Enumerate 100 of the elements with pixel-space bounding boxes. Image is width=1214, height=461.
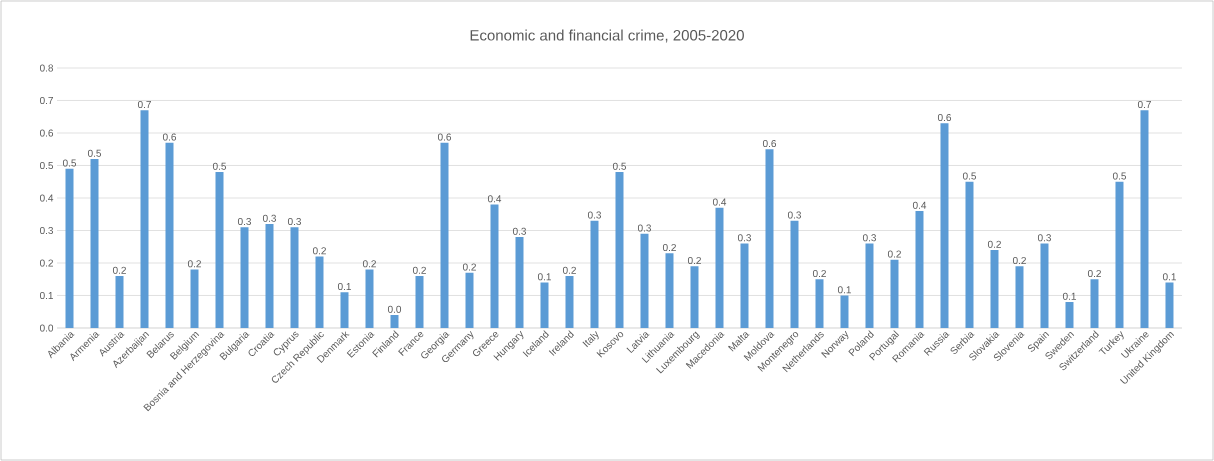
data-label: 0.0: [387, 305, 402, 313]
bar: [140, 110, 149, 328]
data-label: 0.2: [887, 250, 901, 258]
y-tick-label: 0.5: [39, 161, 54, 170]
bar: [315, 256, 324, 328]
bar: [540, 282, 549, 328]
bar: [440, 142, 449, 328]
data-label: 0.6: [437, 133, 452, 141]
data-label: 0.2: [462, 263, 476, 271]
bar: [715, 207, 724, 328]
data-label: 0.1: [1162, 273, 1176, 281]
data-label: 0.1: [837, 286, 851, 294]
data-label: 0.4: [912, 201, 927, 209]
bar: [190, 269, 199, 328]
bar: [290, 227, 299, 328]
bar: [965, 181, 974, 328]
data-label: 0.3: [512, 227, 527, 235]
data-label: 0.2: [687, 256, 701, 265]
y-tick-label: 0.0: [39, 324, 54, 332]
data-label: 0.3: [287, 217, 302, 226]
y-tick-label: 0.6: [39, 129, 54, 137]
data-label: 0.4: [487, 195, 502, 203]
bar: [790, 220, 799, 328]
data-label: 0.2: [362, 260, 376, 268]
bar: [1140, 110, 1149, 328]
data-label: 0.2: [112, 266, 126, 274]
data-label: 0.2: [412, 266, 426, 274]
bar: [1115, 181, 1124, 328]
data-label: 0.3: [862, 234, 876, 242]
data-label: 0.3: [262, 214, 277, 222]
bar: [590, 220, 599, 328]
data-label: 0.7: [1137, 100, 1151, 109]
bar: [640, 233, 649, 328]
data-label: 0.2: [312, 247, 326, 255]
bar: [490, 204, 499, 328]
data-label: 0.1: [337, 282, 351, 291]
bar: [90, 159, 99, 328]
y-tick-label: 0.4: [39, 194, 54, 202]
bar: [1015, 266, 1024, 328]
data-label: 0.3: [587, 211, 602, 219]
bar: [740, 243, 749, 328]
bar: [115, 276, 124, 328]
data-label: 0.6: [762, 139, 777, 148]
data-label: 0.5: [612, 162, 627, 170]
bar: [990, 250, 999, 328]
data-label: 0.2: [562, 266, 576, 274]
bar: [465, 272, 474, 328]
data-label: 0.2: [812, 269, 826, 278]
data-label: 0.5: [1112, 172, 1127, 180]
bar: [940, 123, 949, 328]
data-label: 0.1: [1062, 292, 1076, 300]
y-tick-label: 0.1: [39, 291, 53, 300]
data-label: 0.3: [637, 224, 652, 232]
bar: [390, 315, 399, 328]
data-label: 0.6: [937, 113, 951, 122]
data-label: 0.5: [62, 159, 77, 167]
bar: [365, 269, 374, 328]
y-tick-label: 0.8: [39, 64, 54, 72]
bar: [340, 292, 349, 328]
data-label: 0.2: [987, 240, 1001, 248]
bar: [1165, 282, 1174, 328]
bar: [815, 279, 824, 328]
bar: [215, 172, 224, 328]
bar: [240, 227, 249, 328]
bar: [165, 142, 174, 328]
data-label: 0.4: [712, 198, 727, 206]
data-label: 0.2: [1012, 256, 1026, 265]
bar: [515, 237, 524, 328]
bar: [890, 259, 899, 328]
bar: [1065, 302, 1074, 328]
bar: [615, 172, 624, 328]
data-label: 0.5: [212, 162, 227, 170]
data-label: 0.5: [87, 149, 102, 157]
y-tick-label: 0.7: [39, 96, 53, 105]
chart-title: Economic and financial crime, 2005-2020: [470, 29, 744, 43]
bar: [565, 276, 574, 328]
bar: [765, 149, 774, 328]
data-label: 0.3: [787, 211, 802, 219]
data-label: 0.7: [137, 100, 151, 109]
data-label: 0.1: [537, 273, 551, 281]
bar: [865, 243, 874, 328]
bar: [690, 266, 699, 328]
data-label: 0.3: [1037, 234, 1051, 242]
data-label: 0.2: [662, 243, 676, 252]
data-label: 0.2: [1087, 269, 1101, 278]
data-label: 0.3: [237, 217, 252, 226]
y-tick-label: 0.3: [39, 226, 54, 235]
data-label: 0.3: [737, 234, 752, 242]
bar: [840, 295, 849, 328]
data-label: 0.2: [187, 260, 201, 268]
bar: [1090, 279, 1099, 328]
bar: [65, 168, 74, 328]
data-label: 0.6: [162, 133, 177, 141]
y-tick-label: 0.2: [39, 259, 53, 267]
bar: [915, 211, 924, 328]
bar: [265, 224, 274, 328]
bar: [665, 253, 674, 328]
bar: [415, 276, 424, 328]
bar: [1040, 243, 1049, 328]
data-label: 0.5: [962, 172, 977, 180]
